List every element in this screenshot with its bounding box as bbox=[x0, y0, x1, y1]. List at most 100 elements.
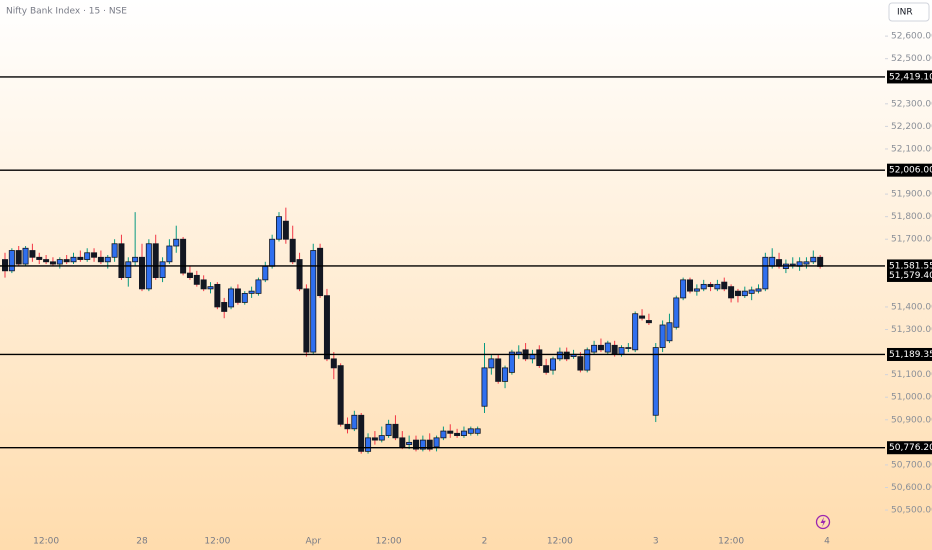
candle-body bbox=[440, 430, 447, 439]
candle-body bbox=[591, 344, 598, 353]
level-label: 50,776.20 bbox=[889, 443, 932, 453]
candle-body bbox=[556, 351, 563, 360]
candle-body bbox=[22, 247, 29, 265]
candle-body bbox=[728, 286, 735, 299]
y-tick-label: 51,900.00 bbox=[891, 190, 932, 200]
candle-body bbox=[495, 358, 502, 382]
candle-body bbox=[454, 432, 461, 436]
candle-body bbox=[426, 439, 433, 450]
candle-body bbox=[351, 414, 358, 430]
candle-body bbox=[817, 256, 824, 267]
candle-body bbox=[412, 439, 419, 450]
candle-body bbox=[789, 263, 796, 266]
x-tick-label: 12:00 bbox=[33, 537, 59, 547]
x-tick-label: 4 bbox=[824, 537, 830, 547]
y-tick-label: 52,200.00 bbox=[891, 122, 932, 132]
y-tick-label: 52,300.00 bbox=[891, 99, 932, 109]
candle-body bbox=[91, 252, 98, 258]
candle-body bbox=[255, 279, 262, 294]
x-tick-label: 12:00 bbox=[547, 537, 573, 547]
candle-body bbox=[762, 256, 769, 290]
level-label: 51,581.55 bbox=[889, 261, 932, 271]
candle-body bbox=[296, 259, 303, 290]
candle-body bbox=[460, 430, 467, 436]
candle-body bbox=[673, 297, 680, 328]
currency[interactable]: INR bbox=[897, 8, 913, 18]
candle-body bbox=[550, 358, 557, 371]
candle-body bbox=[104, 256, 111, 263]
candle-body bbox=[8, 250, 15, 272]
candle-body bbox=[207, 286, 214, 290]
candle-body bbox=[447, 430, 454, 434]
candle-body bbox=[63, 259, 70, 263]
y-tick-label: 50,700.00 bbox=[891, 460, 932, 470]
candle-body bbox=[15, 250, 22, 265]
candle-body bbox=[200, 279, 207, 290]
currency-button[interactable] bbox=[888, 2, 930, 22]
x-tick-label: 12:00 bbox=[204, 537, 230, 547]
candle-body bbox=[159, 261, 166, 278]
candle-body bbox=[234, 288, 241, 303]
candle-body bbox=[769, 256, 776, 267]
candle-body bbox=[625, 347, 632, 349]
candle-body bbox=[282, 220, 289, 240]
last-price-label: 51,579.40 bbox=[889, 271, 932, 281]
candle-body bbox=[508, 351, 515, 373]
candle-body bbox=[467, 428, 474, 434]
level-label-box bbox=[887, 70, 932, 84]
chart-title: Nifty Bank Index · 15 · NSE bbox=[6, 7, 127, 17]
candle-body bbox=[474, 428, 481, 434]
candle-body bbox=[303, 288, 310, 353]
x-tick-label: 12:00 bbox=[718, 537, 744, 547]
y-tick-label: 51,300.00 bbox=[891, 325, 932, 335]
candle-body bbox=[659, 324, 666, 348]
candle-body bbox=[310, 250, 317, 353]
candle-body bbox=[543, 365, 550, 373]
candle-body bbox=[56, 259, 63, 265]
candle-body bbox=[111, 243, 118, 258]
candle-body bbox=[241, 292, 248, 303]
y-tick-label: 51,000.00 bbox=[891, 393, 932, 403]
candle-body bbox=[632, 313, 639, 351]
candle-body bbox=[248, 290, 255, 294]
candle-body bbox=[152, 243, 159, 278]
candle-body bbox=[29, 250, 36, 258]
level-label-box bbox=[887, 441, 932, 455]
candle-body bbox=[262, 265, 269, 281]
level-label-box bbox=[887, 163, 932, 177]
candle-body bbox=[84, 252, 91, 260]
candle-body bbox=[221, 302, 228, 312]
candle-body bbox=[186, 272, 193, 278]
candle-body bbox=[365, 437, 372, 452]
candle-body bbox=[502, 367, 509, 382]
candle-body bbox=[687, 279, 694, 292]
candle-body bbox=[330, 358, 337, 369]
alert-icon[interactable] bbox=[815, 514, 831, 530]
candle-body bbox=[481, 367, 488, 407]
candle-body bbox=[563, 351, 570, 360]
candle-body bbox=[488, 358, 495, 369]
candle-body bbox=[323, 295, 330, 360]
candle-body bbox=[166, 245, 173, 263]
candle-body bbox=[748, 289, 755, 294]
candle-body bbox=[611, 344, 618, 355]
level-label: 52,419.10 bbox=[889, 72, 932, 82]
candle-body bbox=[228, 288, 235, 308]
candle-body bbox=[97, 256, 104, 263]
candle-body bbox=[378, 435, 385, 441]
candle-body bbox=[741, 290, 748, 297]
y-tick-label: 51,100.00 bbox=[891, 370, 932, 380]
candle-body bbox=[604, 342, 611, 353]
candle-body bbox=[392, 423, 399, 439]
candle-body bbox=[700, 283, 707, 290]
candle-body bbox=[49, 261, 56, 265]
y-tick-label: 50,900.00 bbox=[891, 415, 932, 425]
candle-body bbox=[70, 256, 77, 263]
candle-body bbox=[125, 261, 132, 278]
x-tick-label: 12:00 bbox=[376, 537, 402, 547]
candle-body bbox=[275, 216, 282, 240]
candle-body bbox=[77, 256, 84, 260]
candle-body bbox=[2, 259, 8, 272]
candle-body bbox=[810, 256, 817, 263]
